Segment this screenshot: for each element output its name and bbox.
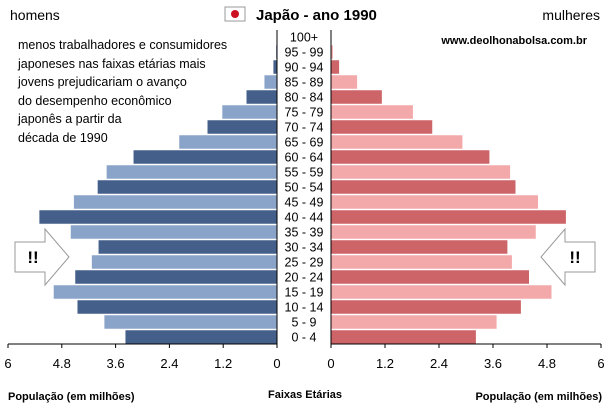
bar-women [331,255,512,269]
bar-men [91,255,277,269]
bar-women [331,45,333,59]
left-tick-label: 1.2 [214,356,232,371]
left-tick-label: 4.8 [53,356,71,371]
bar-women [331,180,516,194]
bar-men [104,315,278,329]
left-tick-label: 3.6 [107,356,125,371]
age-group-label: 0 - 4 [291,331,316,345]
age-group-label: 55 - 59 [285,166,324,180]
bar-women [331,330,476,344]
bar-women [331,135,463,149]
left-tick-label: 6 [4,356,11,371]
right-tick-label: 6 [597,356,604,371]
bar-men [53,285,278,299]
age-group-label: 15 - 19 [285,286,324,300]
bar-men [75,270,277,284]
annotation-line: do desempenho econômico [18,93,172,108]
annotation-line: japonês a partir da [18,112,122,126]
right-arrow-marker: !! [569,248,580,267]
age-group-label: 90 - 94 [285,61,324,75]
bar-women [331,315,497,329]
age-group-label: 20 - 24 [285,271,324,285]
bar-women [331,60,340,74]
left-axis-title: População (em milhões) [8,391,135,403]
bar-women [331,75,358,89]
left-series-label: homens [10,7,60,23]
bar-men [77,300,277,314]
bar-men [264,75,277,89]
age-group-label: 65 - 69 [285,136,324,150]
bar-men [207,120,277,134]
left-tick-label: 2.4 [160,356,178,371]
age-group-label: 70 - 74 [285,121,324,135]
annotation-line: menos trabalhadores e consumidores [18,38,228,52]
bar-women [331,270,529,284]
annotation-line: jovens prejudicariam o avanço [18,75,187,89]
bar-men [246,90,277,104]
chart-title: Japão - ano 1990 [256,7,377,24]
bar-men [133,150,277,164]
bar-women [331,120,433,134]
age-group-label: 25 - 29 [285,256,324,270]
annotation-line: década de 1990 [18,130,108,145]
left-arrow-icon [14,227,70,287]
bar-men [73,195,277,209]
bar-men [222,105,277,119]
bar-men [179,135,277,149]
bar-men [106,165,277,179]
right-tick-label: 1.2 [376,356,394,371]
age-group-label: 100+ [290,31,318,45]
annotation-text: menos trabalhadores e consumidores japon… [18,36,268,147]
age-group-label: 30 - 34 [285,241,324,255]
age-group-label: 40 - 44 [285,211,324,225]
bar-women [331,90,382,104]
website-label: www.deolhonabolsa.com.br [440,35,587,47]
right-series-label: mulheres [542,7,600,23]
bar-men [97,180,278,194]
bar-men [70,225,278,239]
right-tick-label: 0 [327,356,334,371]
left-arrow-marker: !! [27,248,38,267]
age-group-label: 50 - 54 [285,181,324,195]
age-group-label: 5 - 9 [291,316,316,330]
bar-men [125,330,277,344]
bar-women [331,240,508,254]
bar-women [331,195,538,209]
age-group-label: 35 - 39 [285,226,324,240]
bar-men [98,240,278,254]
age-group-label: 75 - 79 [285,106,324,120]
right-tick-label: 4.8 [538,356,556,371]
bar-women [331,105,413,119]
age-group-label: 60 - 64 [285,151,324,165]
bar-women [331,210,566,224]
right-arrow-icon [540,227,596,287]
bar-women [331,165,511,179]
center-axis-title: Faixas Etárias [268,389,342,401]
age-group-label: 85 - 89 [285,76,324,90]
left-tick-label: 0 [273,356,280,371]
flag-sun-icon [231,10,239,18]
bar-women [331,285,552,299]
age-group-label: 10 - 14 [285,301,324,315]
age-group-label: 45 - 49 [285,196,324,210]
bar-women [331,300,521,314]
bar-men [39,210,278,224]
bar-women [331,150,490,164]
age-group-label: 80 - 84 [285,91,324,105]
right-axis-title: População (em milhões) [475,391,602,403]
age-group-label: 95 - 99 [285,46,324,60]
right-tick-label: 3.6 [484,356,502,371]
right-tick-label: 2.4 [430,356,448,371]
bar-men [273,60,277,74]
bar-women [331,225,536,239]
annotation-line: japoneses nas faixas etárias mais [18,56,206,71]
